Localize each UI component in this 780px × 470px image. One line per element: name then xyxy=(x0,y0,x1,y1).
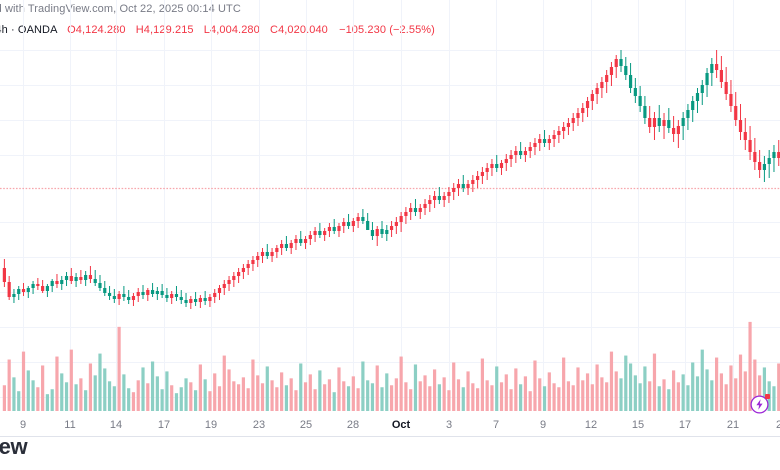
symbol-label[interactable]: Dollar · 4h · OANDA xyxy=(0,24,57,36)
ohlc-high: H4,129.215 xyxy=(135,24,194,36)
time-axis-label[interactable]: 15 xyxy=(631,419,645,431)
time-axis-line xyxy=(0,436,780,437)
time-axis-label[interactable]: 17 xyxy=(678,419,692,431)
tradingview-watermark: gView xyxy=(0,434,28,459)
time-axis-label[interactable]: 28 xyxy=(346,419,360,431)
time-axis-label[interactable]: 2 xyxy=(775,419,780,431)
time-axis-label[interactable]: 21 xyxy=(726,419,740,431)
time-axis-label[interactable]: 3 xyxy=(445,419,453,431)
time-axis-label[interactable]: 9 xyxy=(19,419,27,431)
time-axis-label[interactable]: 9 xyxy=(539,419,547,431)
time-axis-label[interactable]: 25 xyxy=(299,419,313,431)
time-axis-label[interactable]: 7 xyxy=(492,419,500,431)
time-axis-label[interactable]: 19 xyxy=(204,419,218,431)
lightning-circle-icon xyxy=(750,395,769,414)
realtime-alert-dot xyxy=(765,394,770,399)
ohlc-close: C4,020.040 xyxy=(270,24,328,36)
ohlc-low: L4,004.280 xyxy=(203,24,260,36)
time-axis-labels[interactable]: 9 11 14 17 19 23 25 28 Oct 3 7 9 12 15 17 21 2 xyxy=(0,419,780,435)
time-axis-label[interactable]: 12 xyxy=(584,419,598,431)
time-axis-label[interactable]: Oct xyxy=(391,419,411,431)
ohlc-change: −105.230 (−2.55%) xyxy=(339,24,435,36)
chart-legend[interactable]: Dollar · 4h · OANDA O4,124.280 H4,129.21… xyxy=(0,24,435,36)
time-axis-label[interactable]: 17 xyxy=(157,419,171,431)
realtime-lightning-icon[interactable] xyxy=(750,394,770,414)
time-axis-label[interactable]: 23 xyxy=(252,419,266,431)
tradingview-attribution: ated with TradingView.com, Oct 22, 2025 … xyxy=(0,3,241,15)
time-axis-label[interactable]: 11 xyxy=(64,419,76,431)
ohlc-open: O4,124.280 xyxy=(67,24,126,36)
time-axis-label[interactable]: 14 xyxy=(109,419,123,431)
